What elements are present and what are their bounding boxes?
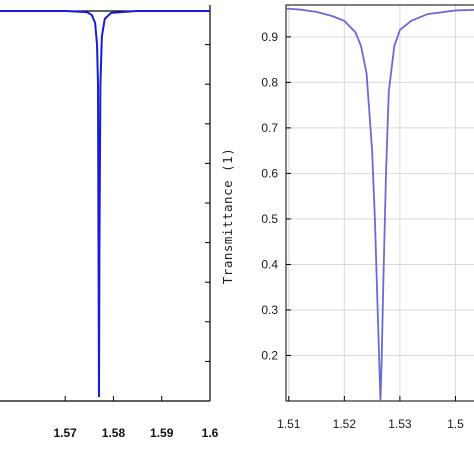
right-y-tick-label: 0.6 [261,166,278,180]
left-x-tick-label: 1.58 [102,426,126,440]
left-right-axis-ticks [205,44,210,362]
right-y-tick-label: 0.3 [261,303,278,317]
left-plot-area [0,5,210,401]
left-x-tick-labels: 1.57 1.58 1.59 1.6 [53,426,218,440]
right-x-tick-label: 1.51 [277,417,301,431]
left-x-tick-label: 1.59 [150,426,174,440]
right-y-tick-label: 0.8 [261,75,278,89]
right-chart-panel: 0.90.80.70.60.50.40.30.2 1.51 1.52 1.53 1.5… [220,4,474,431]
left-chart-panel: 1.57 1.58 1.59 1.6 [0,5,219,440]
left-x-axis-ticks [64,396,211,401]
right-x-tick-labels: 1.51 1.52 1.53 1.5 [277,417,464,431]
right-y-tick-label: 0.4 [261,257,278,271]
right-y-axis-ticks [286,36,291,356]
right-x-axis-ticks [288,396,456,401]
right-y-tick-label: 0.7 [261,121,278,135]
left-x-tick-label: 1.6 [202,426,219,440]
right-x-tick-label: 1.5 [447,417,464,431]
left-x-tick-label: 1.57 [53,426,77,440]
right-x-tick-label: 1.53 [388,417,412,431]
right-y-tick-label: 0.5 [261,212,278,226]
right-y-tick-labels: 0.9 0.8 0.7 0.6 0.5 0.4 0.3 0.2 [261,30,278,363]
left-series-line [0,9,210,398]
right-x-tick-label: 1.52 [333,417,357,431]
right-plot-frame [285,4,474,402]
right-y-tick-label: 0.9 [261,30,278,44]
right-y-axis-label: Transmittance (1) [220,148,235,284]
right-series-line [285,7,474,402]
right-grid-lines [286,5,474,401]
right-y-tick-label: 0.2 [261,348,278,362]
